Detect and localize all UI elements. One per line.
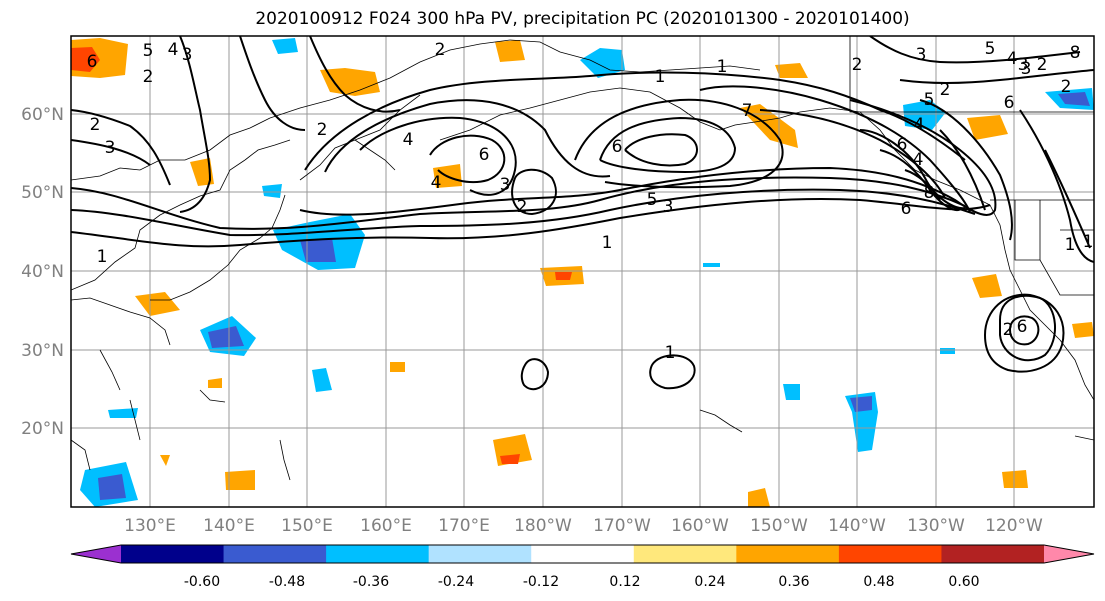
lon-label-120w: 120°W — [985, 516, 1043, 536]
contour-label: 2 — [1037, 55, 1048, 75]
colorbar-segment — [428, 545, 532, 563]
contour-label: 4 — [403, 130, 414, 150]
map-title: 2020100912 F024 300 hPa PV, precipitatio… — [255, 9, 910, 29]
contour-label: 1 — [717, 57, 728, 77]
contour-label: 5 — [985, 39, 996, 59]
contour-label: 6 — [479, 145, 490, 165]
colorbar-segment — [531, 545, 635, 563]
contour-label: 6 — [1017, 317, 1028, 337]
lon-label-170e: 170°E — [438, 516, 490, 536]
colorbar-tick-label: 0.48 — [863, 574, 894, 590]
colorbar-segment — [941, 545, 1045, 563]
colorbar-segment — [223, 545, 327, 563]
contour-label: 6 — [1004, 93, 1015, 113]
contour-label: 8 — [924, 183, 935, 203]
contour-label: 2 — [143, 67, 154, 87]
colorbar-tick-label: -0.36 — [353, 574, 389, 590]
lat-label-50n: 50°N — [21, 183, 64, 203]
contour-label: 8 — [1070, 43, 1081, 63]
contour-label: 4 — [1007, 49, 1018, 69]
lon-label-140w: 140°W — [828, 516, 886, 536]
colorbar-tick-label: 0.24 — [694, 574, 725, 590]
lon-label-150w: 150°W — [750, 516, 808, 536]
colorbar-tick-label: 0.12 — [609, 574, 640, 590]
contour-label: 2 — [517, 197, 528, 217]
contour-label: 4 — [431, 173, 442, 193]
colorbar-tick-label: 0.60 — [948, 574, 979, 590]
contour-label: 3 — [916, 45, 927, 65]
contour-label: 5 — [647, 190, 658, 210]
contour-label: 4 — [914, 115, 925, 135]
colorbar — [70, 544, 1095, 564]
contour-label: 1 — [602, 233, 613, 253]
lon-label-140e: 140°E — [203, 516, 255, 536]
colorbar-segment — [121, 545, 225, 563]
contour-label: 6 — [87, 52, 98, 72]
colorbar-segment — [736, 545, 840, 563]
contour-label: 3 — [500, 175, 511, 195]
contour-label: 3 — [1021, 59, 1032, 79]
longitude-labels: 130°E 140°E 150°E 160°E 170°E 180°W 170°… — [124, 516, 1043, 536]
lon-label-180w: 180°W — [514, 516, 572, 536]
colorbar-segment — [838, 545, 942, 563]
contour-label: 2 — [1003, 320, 1014, 340]
colorbar-extend-max — [1044, 545, 1094, 563]
colorbar-segment — [326, 545, 430, 563]
contour-label: 3 — [105, 138, 116, 158]
contour-label: 2 — [852, 55, 863, 75]
contour-label: 2 — [90, 115, 101, 135]
lat-label-40n: 40°N — [21, 262, 64, 282]
contour-label: 3 — [663, 197, 674, 217]
contour-label: 6 — [897, 135, 908, 155]
colorbar-segment — [633, 545, 737, 563]
colorbar-tick-label: -0.24 — [438, 574, 474, 590]
contour-label: 1 — [655, 67, 666, 87]
colorbar-extend-min — [71, 545, 121, 563]
contour-label: 5 — [924, 90, 935, 110]
contour-label: 3 — [1018, 55, 1029, 75]
contour-label: 2 — [1061, 77, 1072, 97]
contour-labels: 6 4 3 2 5 2 3 1 6 4 3 6 2 8 7 6 5 4 3 2 … — [87, 39, 1094, 363]
contour-label: 1 — [665, 343, 676, 363]
contour-label: 6 — [612, 137, 623, 157]
colorbar-tick-label: -0.12 — [523, 574, 559, 590]
contour-label: 4 — [913, 150, 924, 170]
lon-label-150e: 150°E — [281, 516, 333, 536]
lat-label-20n: 20°N — [21, 419, 64, 439]
latitude-labels: 60°N 50°N 40°N 30°N 20°N — [21, 105, 64, 439]
contour-label: 1 — [1083, 232, 1094, 252]
contour-label: 2 — [940, 80, 951, 100]
lon-label-130e: 130°E — [124, 516, 176, 536]
contour-label: 1 — [97, 247, 108, 267]
lon-label-130w: 130°W — [907, 516, 965, 536]
pv-contours — [71, 36, 1094, 391]
contour-label: 1 — [1065, 235, 1076, 255]
contour-label: 2 — [317, 120, 328, 140]
contour-label: 7 — [742, 101, 753, 121]
colorbar-tick-labels: -0.60 -0.48 -0.36 -0.24 -0.12 0.12 0.24 … — [184, 574, 980, 590]
colorbar-tick-label: -0.60 — [184, 574, 220, 590]
lat-label-30n: 30°N — [21, 341, 64, 361]
contour-label: 4 — [168, 40, 179, 60]
lat-label-60n: 60°N — [21, 105, 64, 125]
lon-label-160w: 160°W — [671, 516, 729, 536]
map-frame — [70, 35, 1095, 508]
lat-lon-gridlines — [71, 36, 1094, 507]
contour-label: 3 — [182, 45, 193, 65]
colorbar-tick-label: 0.36 — [778, 574, 809, 590]
colorbar-tick-label: -0.48 — [269, 574, 305, 590]
colorbar-outline — [70, 544, 1095, 564]
coastlines — [71, 36, 1094, 481]
contour-label: 6 — [901, 199, 912, 219]
contour-label: 5 — [143, 41, 154, 61]
lon-label-170w: 170°W — [593, 516, 651, 536]
contour-label: 2 — [435, 40, 446, 60]
lon-label-160e: 160°E — [360, 516, 412, 536]
